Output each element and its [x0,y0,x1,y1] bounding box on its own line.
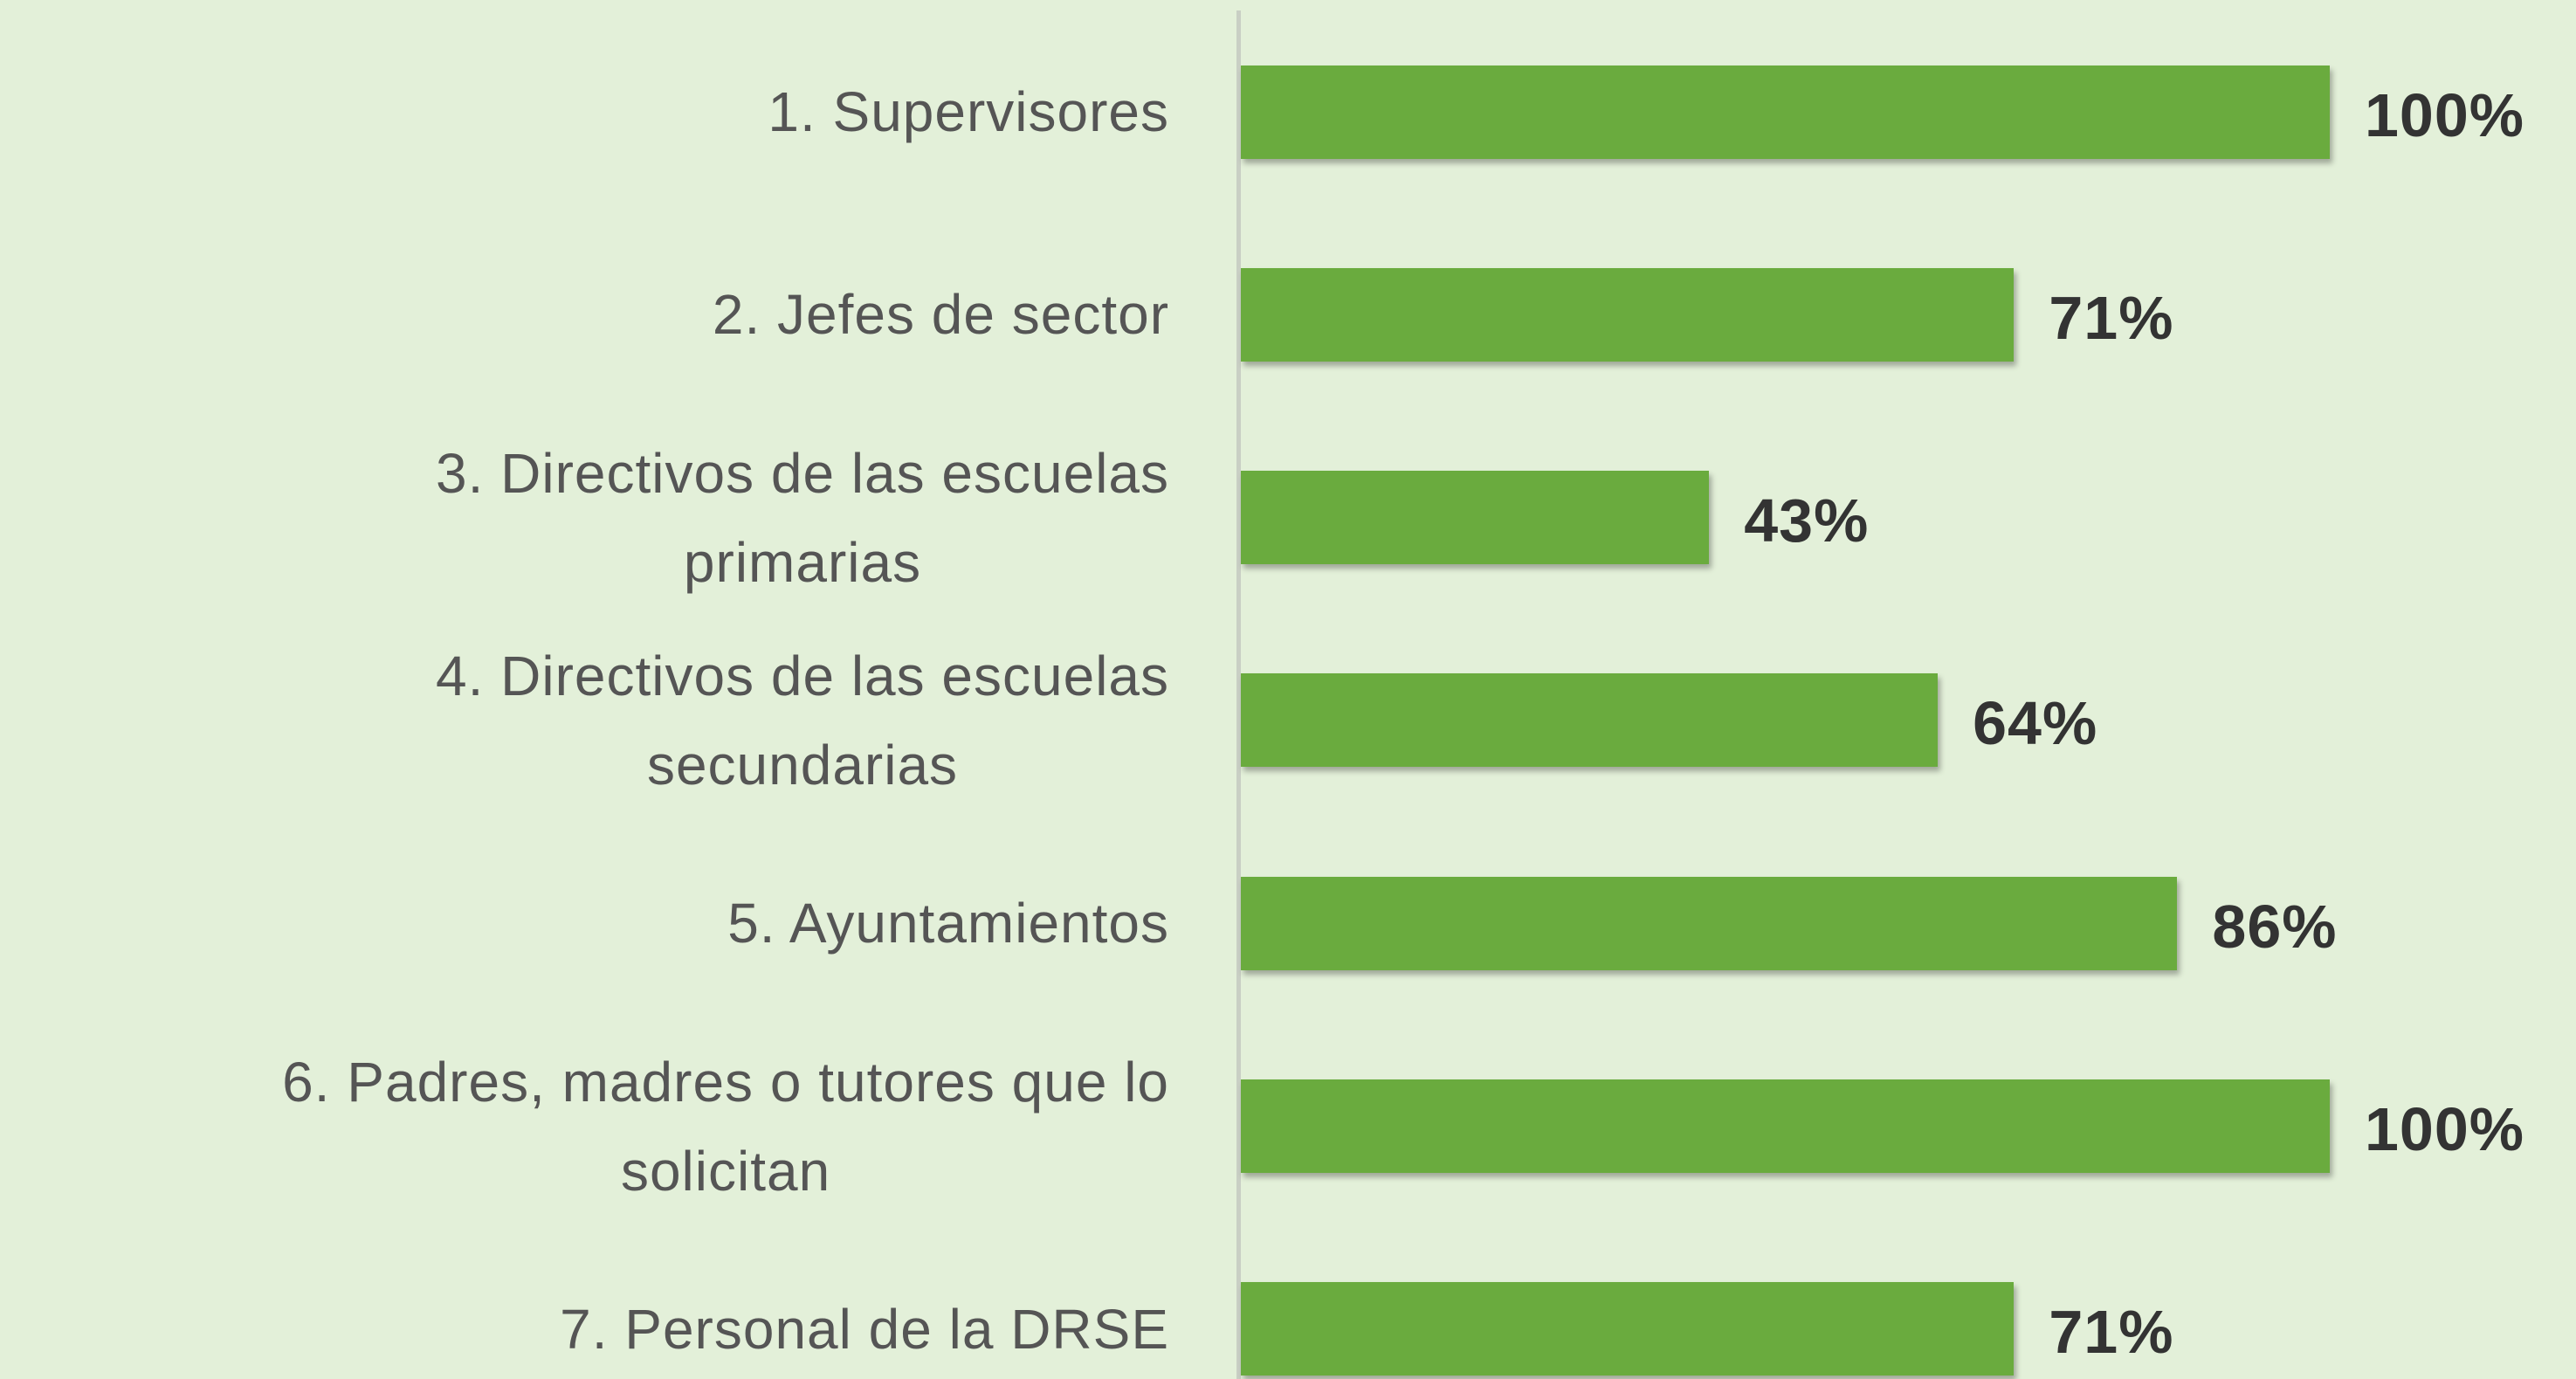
value-label: 100% [2365,1095,2525,1163]
bar [1241,471,1710,565]
value-label: 43% [1744,486,1870,555]
category-label-box: 5. Ayuntamientos [0,827,1169,1019]
category-label-box: 1. Supervisores [0,16,1169,208]
value-label: 86% [2212,892,2338,961]
value-label: 100% [2365,80,2525,149]
category-label-box: 6. Padres, madres o tutores que lo solic… [0,1031,1169,1223]
category-label-box: 7. Personal de la DRSE [0,1233,1169,1379]
category-label-box: 2. Jefes de sector [0,218,1169,410]
bar [1241,1079,2330,1173]
bar [1241,673,1939,768]
value-label: 64% [1973,689,2098,758]
category-label: 7. Personal de la DRSE [560,1297,1169,1361]
category-label: 3. Directivos de las escuelas primarias [435,441,1169,594]
category-label: 5. Ayuntamientos [727,892,1169,955]
bar [1241,267,2015,362]
axis-line [1236,10,1241,1379]
value-label: 71% [2049,1298,2174,1367]
category-label: 2. Jefes de sector [712,283,1169,347]
bar [1241,876,2178,970]
value-label: 71% [2049,283,2174,352]
category-label: 6. Padres, madres o tutores que lo solic… [282,1050,1169,1203]
category-label: 1. Supervisores [768,80,1169,143]
category-label-box: 4. Directivos de las escuelas secundaria… [0,624,1169,817]
bar [1241,65,2330,159]
category-label: 4. Directivos de las escuelas secundaria… [435,644,1169,796]
bar [1241,1282,2015,1376]
category-label-box: 3. Directivos de las escuelas primarias [0,422,1169,614]
